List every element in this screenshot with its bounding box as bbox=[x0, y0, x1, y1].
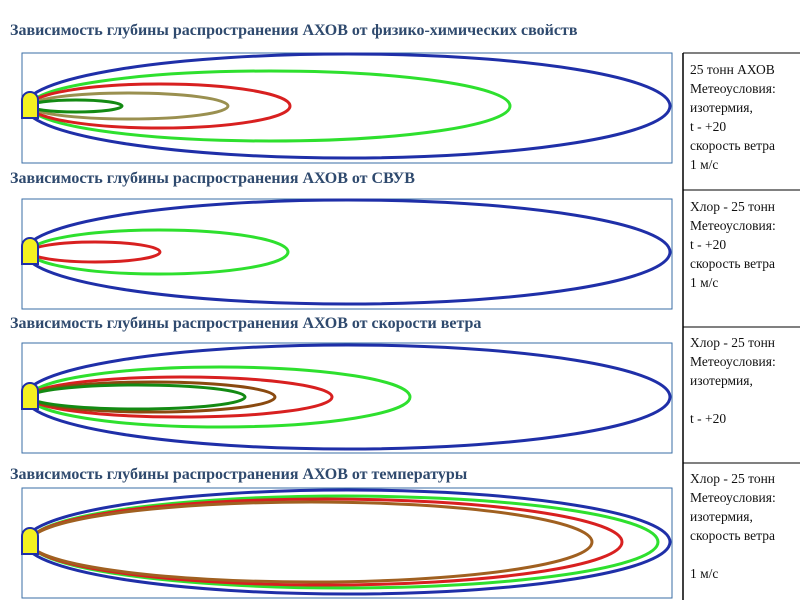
note-line: 1 м/с bbox=[690, 157, 718, 172]
note-line: изотермия, bbox=[690, 509, 753, 524]
note-line: Метеоусловия: bbox=[690, 354, 776, 369]
source bbox=[21, 237, 39, 265]
note-line: Хлор - 25 тонн bbox=[690, 199, 775, 214]
note-line: скорость ветра bbox=[690, 256, 775, 271]
note-line: t - +20 bbox=[690, 411, 726, 426]
note-line: Метеоусловия: bbox=[690, 81, 776, 96]
panel-title: Зависимость глубины распространения АХОВ… bbox=[10, 466, 468, 483]
note-line: 1 м/с bbox=[690, 566, 718, 581]
note-line: 1 м/с bbox=[690, 275, 718, 290]
panel-title: Зависимость глубины распространения АХОВ… bbox=[10, 170, 415, 187]
note-line: скорость ветра bbox=[690, 138, 775, 153]
note-line: t - +20 bbox=[690, 119, 726, 134]
note-line: Метеоусловия: bbox=[690, 490, 776, 505]
note-line: Хлор - 25 тонн bbox=[690, 471, 775, 486]
note-line: Хлор - 25 тонн bbox=[690, 335, 775, 350]
note-line: t - +20 bbox=[690, 237, 726, 252]
source bbox=[21, 382, 39, 410]
panel-title: Зависимость глубины распространения АХОВ… bbox=[10, 315, 481, 332]
note-line: скорость ветра bbox=[690, 528, 775, 543]
panels: Зависимость глубины распространения АХОВ… bbox=[10, 22, 776, 599]
source bbox=[21, 527, 39, 555]
source bbox=[21, 91, 39, 119]
note-line: Метеоусловия: bbox=[690, 218, 776, 233]
note-line: 25 тонн АХОВ bbox=[690, 62, 775, 77]
note-line: изотермия, bbox=[690, 373, 753, 388]
note-line: изотермия, bbox=[690, 100, 753, 115]
panel-title: Зависимость глубины распространения АХОВ… bbox=[10, 22, 578, 39]
